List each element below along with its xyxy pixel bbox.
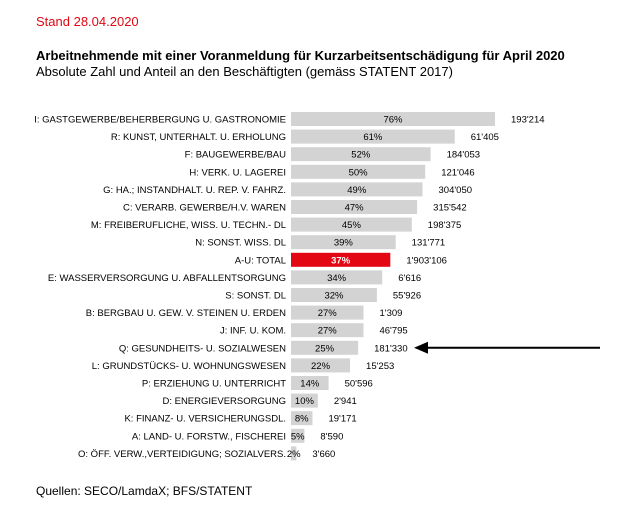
share-label: 45% [342,220,362,231]
share-label: 22% [311,361,331,372]
absolute-label: 184'053 [447,150,481,161]
absolute-label: 1'309 [379,308,402,319]
chart-title: Arbeitnehmende mit einer Voranmeldung fü… [36,48,565,63]
absolute-label: 46'795 [379,326,407,337]
share-label: 39% [334,238,354,249]
share-label: 76% [383,115,403,126]
absolute-label: 193'214 [511,115,545,126]
bar [291,305,364,320]
share-label: 49% [347,185,367,196]
share-label: 52% [351,150,371,161]
absolute-label: 19'171 [328,414,356,425]
absolute-label: 2'941 [334,396,357,407]
bar [291,288,377,302]
share-label: 5% [291,431,305,442]
share-label: 25% [315,343,335,354]
category-label: N: SONST. WISS. DL [195,238,286,249]
bar [291,182,423,197]
category-label: P: ERZIEHUNG U. UNTERRICHT [142,379,286,390]
category-label: Q: GESUNDHEITS- U. SOZIALWESEN [119,343,286,354]
category-label: R: KUNST, UNTERHALT. U. ERHOLUNG [111,132,286,143]
bar [291,129,455,144]
category-label: G: HA.; INSTANDHALT. U. REP. V. FAHRZ. [103,185,286,196]
category-label: J: INF. U. KOM. [220,326,286,337]
bar [291,252,391,267]
absolute-label: 198'375 [428,220,462,231]
bar [291,200,418,214]
chart-subtitle: Absolute Zahl und Anteil an den Beschäft… [36,64,453,79]
category-label: K: FINANZ- U. VERSICHERUNGSDL. [124,414,286,425]
bar [291,376,329,390]
bar [291,340,359,355]
bar [291,323,364,338]
absolute-label: 304'050 [439,185,473,196]
category-label: F: BAUGEWERBE/BAU [185,150,286,161]
bar [291,217,412,232]
share-label: 27% [318,326,338,337]
share-label: 61% [363,132,383,143]
bar [291,446,297,461]
category-label: H: VERK. U. LAGEREI [189,167,286,178]
bar [291,393,318,408]
share-label: 47% [345,203,365,214]
bar [291,428,305,443]
category-label: A: LAND- U. FORSTW., FISCHEREI [132,431,286,442]
absolute-label: 61'405 [471,132,499,143]
share-label: 14% [300,379,320,390]
absolute-label: 50'596 [345,379,373,390]
share-label: 32% [324,291,344,302]
share-label: 2% [287,449,301,460]
category-label: M: FREIBERUFLICHE, WISS. U. TECHN.- DL [91,220,286,231]
absolute-label: 315'542 [433,203,467,214]
stand-date: Stand 28.04.2020 [36,14,139,29]
share-label: 50% [349,167,369,178]
absolute-label: 55'926 [393,291,421,302]
absolute-label: 15'253 [366,361,394,372]
bar [291,235,396,250]
absolute-label: 131'771 [412,238,446,249]
absolute-label: 3'660 [312,449,335,460]
bar [291,270,383,285]
bar [291,164,426,179]
share-label: 37% [331,255,351,266]
bar [291,112,495,126]
bar [291,358,351,373]
category-label: L: GRUNDSTÜCKS- U. WOHNUNGSWESEN [92,361,286,372]
category-label: I: GASTGEWERBE/BEHERBERGUNG U. GASTRONOM… [34,115,286,126]
absolute-label: 8'590 [320,431,343,442]
absolute-label: 1'903'106 [406,255,447,266]
category-label: O: ÖFF. VERW.,VERTEIDIGUNG; SOZIALVERS. [78,449,286,460]
bar [291,411,313,426]
annotation-arrow-head [414,341,428,354]
category-label: A-U: TOTAL [235,255,286,266]
share-label: 27% [318,308,338,319]
bar [291,147,431,162]
category-label: S: SONST. DL [225,291,286,302]
share-label: 8% [295,414,309,425]
category-label: C: VERARB. GEWERBE/H.V. WAREN [123,203,286,214]
absolute-label: 6'616 [398,273,421,284]
category-label: E: WASSERVERSORGUNG U. ABFALLENTSORGUNG [48,273,286,284]
share-label: 34% [327,273,347,284]
category-label: B: BERGBAU U. GEW. V. STEINEN U. ERDEN [86,308,286,319]
source-note: Quellen: SECO/LamdaX; BFS/STATENT [36,484,253,498]
share-label: 10% [295,396,315,407]
absolute-label: 121'046 [441,167,475,178]
category-label: D: ENERGIEVERSORGUNG [162,396,286,407]
absolute-label: 181'330 [374,343,408,354]
